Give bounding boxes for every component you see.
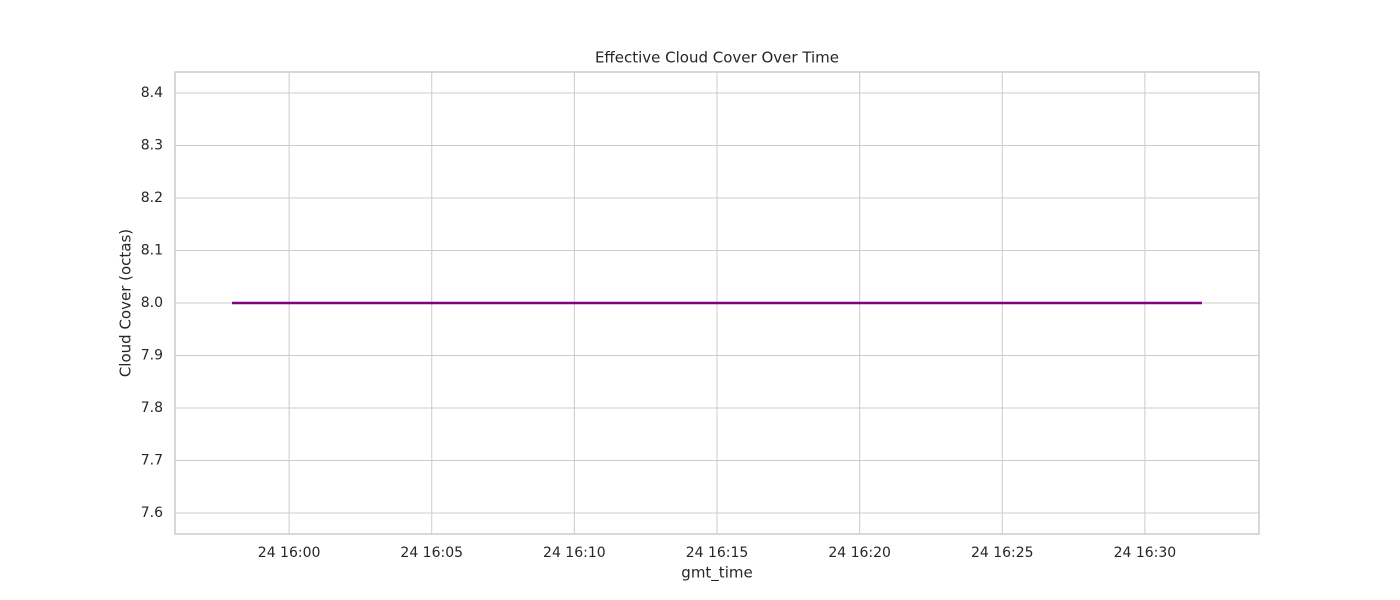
x-tick-label: 24 16:20 xyxy=(828,545,891,561)
y-tick-label: 7.8 xyxy=(141,400,163,416)
chart-title: Effective Cloud Cover Over Time xyxy=(595,49,839,67)
y-tick-label: 8.2 xyxy=(141,190,163,206)
y-tick-label: 7.6 xyxy=(141,505,163,521)
y-tick-label: 8.0 xyxy=(141,295,163,311)
x-tick-label: 24 16:30 xyxy=(1114,545,1177,561)
y-tick-label: 7.9 xyxy=(141,348,163,364)
y-tick-label: 8.3 xyxy=(141,138,163,154)
x-tick-label: 24 16:25 xyxy=(971,545,1034,561)
x-tick-label: 24 16:05 xyxy=(400,545,463,561)
x-tick-label: 24 16:00 xyxy=(258,545,321,561)
plot-border xyxy=(174,71,1260,535)
y-tick-label: 8.1 xyxy=(141,243,163,259)
y-tick-label: 7.7 xyxy=(141,453,163,469)
y-tick-label: 8.4 xyxy=(141,85,163,101)
x-tick-label: 24 16:10 xyxy=(543,545,606,561)
x-axis-label: gmt_time xyxy=(681,564,752,583)
x-tick-label: 24 16:15 xyxy=(686,545,749,561)
y-axis-label: Cloud Cover (octas) xyxy=(117,229,135,377)
